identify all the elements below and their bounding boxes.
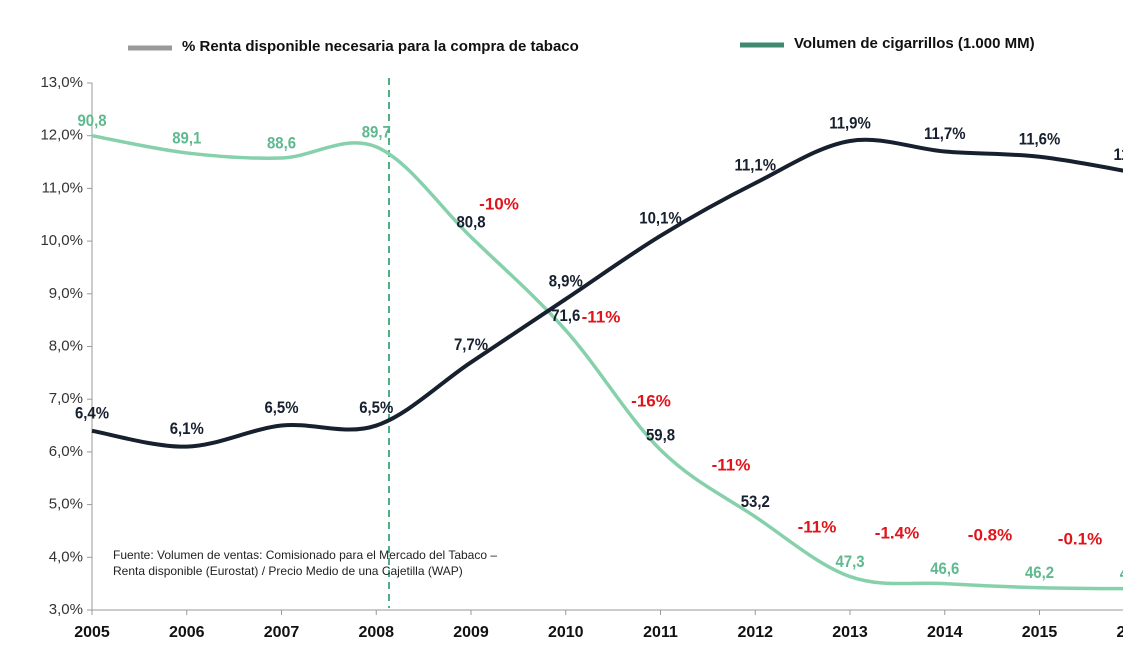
y-tick-label: 9,0% <box>49 285 83 302</box>
x-tick-label: 2013 <box>832 624 868 641</box>
data-label: 46,6 <box>930 560 959 578</box>
source-note: Renta disponible (Eurostat) / Precio Med… <box>113 564 463 578</box>
change-annotation: -11% <box>582 307 621 326</box>
change-annotation: -11% <box>798 517 837 536</box>
y-tick-label: 12,0% <box>40 127 83 144</box>
data-label: 10,1% <box>639 210 681 228</box>
data-label: 6,5% <box>359 399 393 417</box>
data-label: 6,4% <box>75 405 109 423</box>
x-tick-label: 2007 <box>264 624 300 641</box>
data-label: 89,7 <box>362 124 391 142</box>
x-tick-label: 2009 <box>453 624 489 641</box>
data-label: 90,8 <box>77 112 106 130</box>
y-tick-label: 4,0% <box>49 548 83 565</box>
y-tick-label: 10,0% <box>40 232 83 249</box>
data-label: 6,5% <box>264 399 298 417</box>
y-tick-label: 7,0% <box>49 390 83 407</box>
y-tick-label: 8,0% <box>49 337 83 354</box>
data-label: 8,9% <box>549 273 583 291</box>
x-tick-label: 2005 <box>74 624 110 641</box>
x-tick-label: 2010 <box>548 624 584 641</box>
legend-label: % Renta disponible necesaria para la com… <box>182 38 579 55</box>
data-label: 71,6 <box>551 307 580 325</box>
x-tick-label: 2008 <box>358 624 394 641</box>
change-annotation: -0.1% <box>1058 529 1102 548</box>
data-label: 80,8 <box>456 214 485 232</box>
change-annotation: -0.8% <box>968 525 1012 544</box>
y-tick-label: 11,0% <box>42 179 83 196</box>
data-label: 11,9% <box>829 115 871 133</box>
y-tick-label: 6,0% <box>49 443 83 460</box>
x-tick-label: 2012 <box>737 624 773 641</box>
y-tick-label: 5,0% <box>49 496 83 513</box>
data-label: 11,7% <box>924 125 966 143</box>
y-tick-label: 13,0% <box>40 74 83 91</box>
x-tick-label: 2016 <box>1116 624 1123 641</box>
data-label: 11,6% <box>1019 130 1061 148</box>
data-label: 11,3% <box>1113 146 1123 164</box>
x-tick-label: 2015 <box>1022 624 1058 641</box>
y-tick-label: 3,0% <box>49 601 83 618</box>
x-tick-label: 2006 <box>169 624 205 641</box>
change-annotation: -1.4% <box>875 523 919 542</box>
source-note: Fuente: Volumen de ventas: Comisionado p… <box>113 548 497 562</box>
line-series <box>91 137 1123 449</box>
line-series <box>91 133 1123 591</box>
change-annotation: -11% <box>712 455 751 474</box>
data-label: 46,1 <box>1120 565 1123 583</box>
legend-label: Volumen de cigarrillos (1.000 MM) <box>794 35 1035 52</box>
data-label: 11,1% <box>734 157 776 175</box>
change-annotation: -10% <box>479 194 519 213</box>
data-label: 46,2 <box>1025 564 1054 582</box>
data-label: 6,1% <box>170 420 204 438</box>
data-label: 88,6 <box>267 135 296 153</box>
x-tick-label: 2014 <box>927 624 963 641</box>
x-tick-label: 2011 <box>643 624 678 641</box>
data-label: 89,1 <box>172 130 201 148</box>
data-label: 59,8 <box>646 427 675 445</box>
data-label: 53,2 <box>741 493 770 511</box>
data-label: 7,7% <box>454 336 488 354</box>
change-annotation: -16% <box>631 391 671 410</box>
data-label: 47,3 <box>835 553 864 571</box>
